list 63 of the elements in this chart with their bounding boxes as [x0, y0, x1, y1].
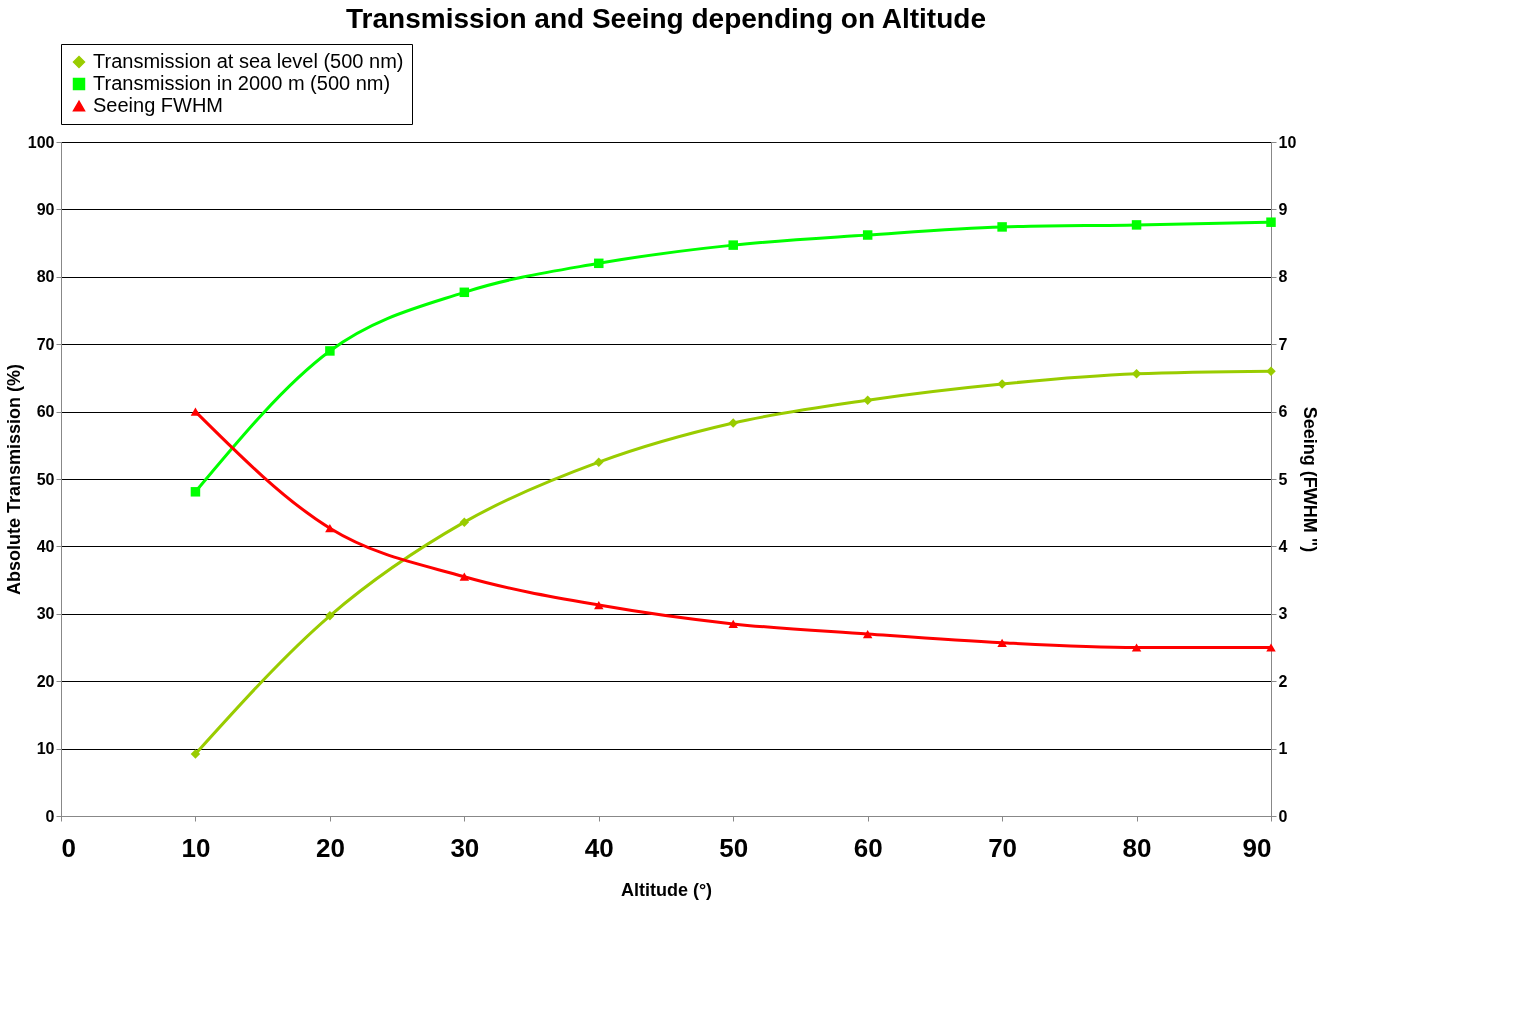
y-tick-label: 100 — [27, 133, 55, 151]
y2-tick-label: 5 — [1278, 470, 1288, 488]
point — [1131, 643, 1142, 652]
point — [459, 572, 470, 581]
point — [594, 258, 604, 269]
legend-label: Seeing FWHM — [93, 94, 224, 116]
point — [190, 749, 201, 759]
point — [594, 457, 604, 467]
y2-tick-label: 9 — [1278, 200, 1288, 218]
y2-tick-label: 4 — [1278, 537, 1288, 555]
point — [459, 517, 470, 527]
y2-tick-label: 10 — [1278, 133, 1297, 151]
point — [862, 230, 873, 240]
x-tick-label: 70 — [988, 832, 1018, 863]
x-tick-label: 40 — [584, 832, 614, 863]
point — [862, 629, 873, 639]
y2-tick-label: 1 — [1278, 740, 1288, 758]
point — [1131, 220, 1142, 230]
y-tick-label: 50 — [36, 470, 55, 488]
point — [862, 395, 873, 405]
point — [997, 638, 1007, 647]
point — [459, 287, 470, 298]
x-tick-label: 10 — [181, 832, 211, 863]
x-tick-label: 20 — [315, 832, 345, 863]
y-tick-label: 20 — [36, 672, 55, 690]
y2-axis-title: Seeing (FWHM ") — [1300, 406, 1321, 553]
y2-tick-label: 8 — [1278, 268, 1288, 286]
y-tick-label: 0 — [45, 807, 55, 825]
x-tick-label: 30 — [450, 832, 480, 863]
y-tick-label: 80 — [36, 268, 55, 286]
y2-tick-label: 7 — [1278, 335, 1288, 353]
chart-title: Transmission and Seeing depending on Altitude — [346, 2, 986, 34]
y-tick-label: 70 — [36, 335, 55, 353]
legend-label: Transmission at sea level (500 nm) — [93, 50, 404, 72]
x-tick-label: 0 — [61, 832, 76, 863]
y-axis-title: Absolute Transmission (%) — [3, 363, 24, 596]
y2-tick-label: 3 — [1278, 605, 1288, 623]
point — [190, 487, 201, 497]
x-tick-label: 80 — [1122, 832, 1152, 863]
y-tick-label: 10 — [36, 740, 55, 758]
x-tick-label: 50 — [719, 832, 749, 863]
point — [325, 346, 335, 356]
point — [325, 611, 335, 621]
point — [728, 240, 738, 250]
x-tick-label: 60 — [853, 832, 883, 863]
y-tick-label: 90 — [36, 200, 55, 218]
point — [594, 600, 604, 610]
y-tick-label: 30 — [36, 605, 55, 623]
point — [997, 222, 1007, 232]
point — [728, 418, 738, 428]
x-axis-title: Altitude (°) — [620, 879, 713, 900]
point — [728, 619, 738, 629]
point — [1266, 217, 1276, 227]
y2-tick-label: 6 — [1278, 403, 1288, 421]
y2-tick-label: 2 — [1278, 672, 1288, 690]
y-tick-label: 40 — [36, 537, 55, 555]
y2-tick-label: 0 — [1278, 807, 1288, 825]
y-tick-label: 60 — [36, 403, 55, 421]
x-tick-label: 90 — [1242, 832, 1272, 863]
point — [325, 524, 335, 533]
point — [1266, 643, 1276, 652]
point — [1131, 369, 1142, 379]
legend-label: Transmission in 2000 m (500 nm) — [93, 72, 391, 94]
